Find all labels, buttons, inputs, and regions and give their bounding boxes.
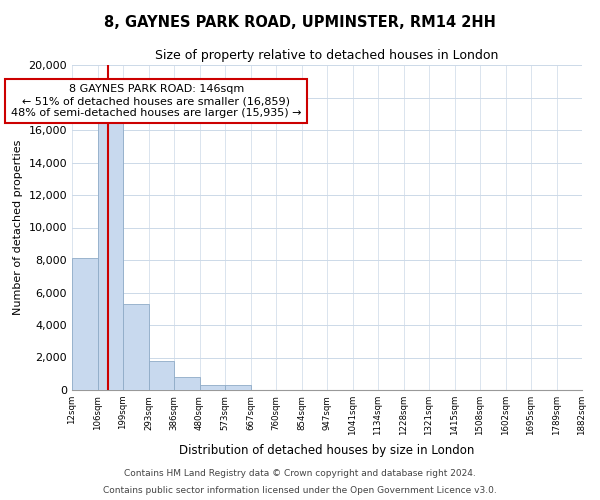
Text: 8, GAYNES PARK ROAD, UPMINSTER, RM14 2HH: 8, GAYNES PARK ROAD, UPMINSTER, RM14 2HH xyxy=(104,15,496,30)
Bar xyxy=(123,304,149,390)
Bar xyxy=(225,385,251,390)
Bar xyxy=(199,385,225,390)
Bar xyxy=(97,120,123,390)
Text: 8 GAYNES PARK ROAD: 146sqm
← 51% of detached houses are smaller (16,859)
48% of : 8 GAYNES PARK ROAD: 146sqm ← 51% of deta… xyxy=(11,84,301,117)
X-axis label: Distribution of detached houses by size in London: Distribution of detached houses by size … xyxy=(179,444,475,456)
Bar xyxy=(174,377,199,390)
Y-axis label: Number of detached properties: Number of detached properties xyxy=(13,140,23,315)
Bar xyxy=(72,258,97,390)
Text: Contains HM Land Registry data © Crown copyright and database right 2024.: Contains HM Land Registry data © Crown c… xyxy=(124,468,476,477)
Text: Contains public sector information licensed under the Open Government Licence v3: Contains public sector information licen… xyxy=(103,486,497,495)
Title: Size of property relative to detached houses in London: Size of property relative to detached ho… xyxy=(155,50,499,62)
Bar xyxy=(149,361,174,390)
